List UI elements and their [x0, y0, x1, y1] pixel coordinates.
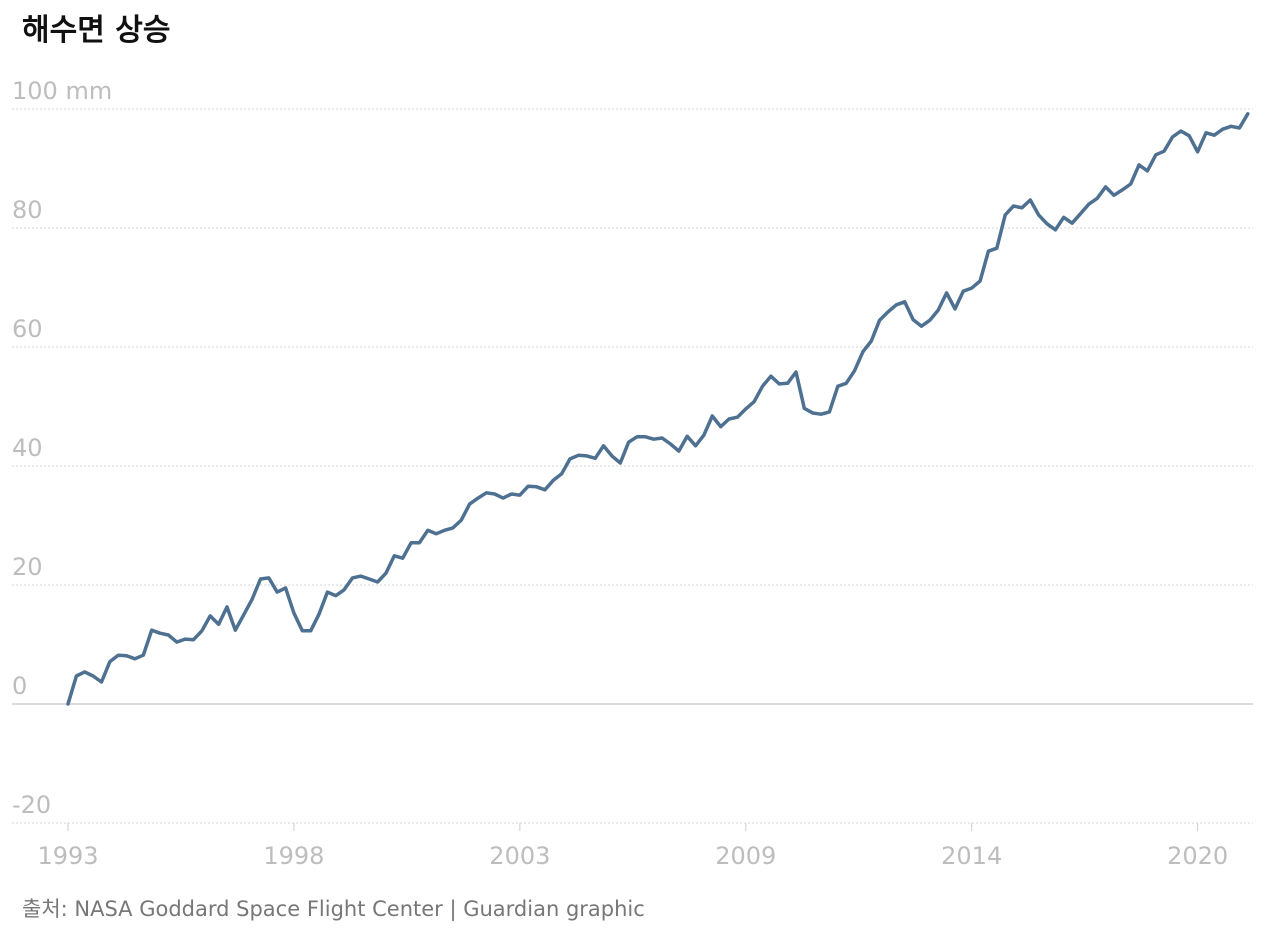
y-tick-label: 60: [12, 315, 43, 343]
x-tick-label: 1993: [37, 842, 98, 870]
y-tick-label: 40: [12, 434, 43, 462]
chart-title: 해수면 상승: [22, 13, 170, 48]
y-tick-label: 20: [12, 553, 43, 581]
x-tick-label: 2020: [1167, 842, 1228, 870]
data-line: [66, 112, 1250, 706]
source-note: 출처: NASA Goddard Space Flight Center | G…: [22, 897, 645, 922]
y-tick-label: 80: [12, 196, 43, 224]
y-tick-label: 0: [12, 672, 27, 700]
y-tick-label: 100 mm: [12, 77, 112, 105]
x-tick-label: 2003: [489, 842, 550, 870]
y-tick-label: -20: [12, 791, 51, 819]
x-tick-label: 2014: [941, 842, 1002, 870]
x-tick-label: 1998: [263, 842, 324, 870]
x-tick-label: 2009: [715, 842, 776, 870]
